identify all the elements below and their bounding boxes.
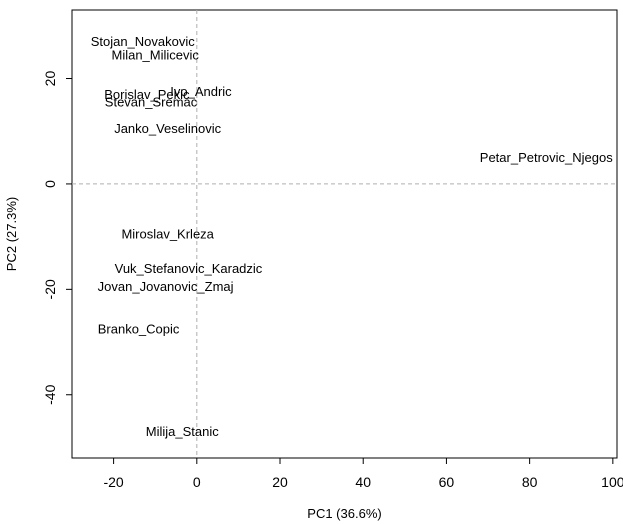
x-tick-label: -20: [103, 474, 123, 490]
x-axis-title: PC1 (36.6%): [307, 506, 381, 521]
point-label: Miroslav_Krleza: [121, 227, 214, 242]
x-axis: -20 0 20 40 60 80 100: [103, 458, 623, 490]
x-tick-label: 100: [601, 474, 623, 490]
y-tick-label: -20: [42, 279, 58, 299]
y-tick-label: 0: [42, 180, 58, 188]
plot-frame: [71, 9, 618, 459]
y-axis: -40 -20 0 20: [42, 71, 72, 405]
point-label: Vuk_Stefanovic_Karadzic: [115, 261, 263, 276]
x-tick-label: 0: [193, 474, 201, 490]
y-tick-label: -40: [42, 384, 58, 404]
x-tick-label: 80: [522, 474, 538, 490]
x-tick-label: 20: [272, 474, 288, 490]
point-label: Jovan_Jovanovic_Zmaj: [98, 279, 234, 294]
reference-lines: [72, 10, 617, 458]
point-label: Janko_Veselinovic: [114, 121, 221, 136]
point-label: Milija_Stanic: [146, 424, 219, 439]
point-label: Stojan_Novakovic: [91, 34, 196, 49]
point-label: Stevan_Sremac: [105, 95, 198, 110]
point-label: Petar_Petrovic_Njegos: [480, 150, 613, 165]
x-tick-label: 40: [355, 474, 371, 490]
y-axis-title: PC2 (27.3%): [4, 197, 19, 271]
point-label: Borislav_Pekic: [104, 87, 190, 102]
y-tick-label: 20: [42, 71, 58, 87]
x-tick-label: 60: [439, 474, 455, 490]
point-label: Branko_Copic: [98, 321, 180, 336]
point-label: Ivo_Andric: [170, 84, 232, 99]
point-label: Milan_Milicevic: [111, 47, 199, 62]
